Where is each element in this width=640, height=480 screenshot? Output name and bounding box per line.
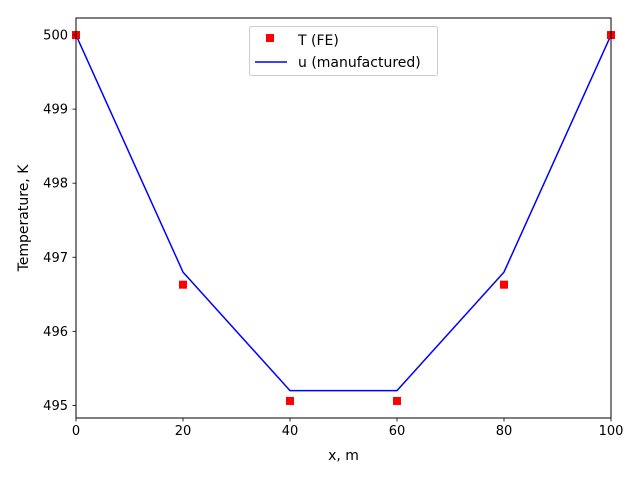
legend-label-u-manufactured: u (manufactured) [298,55,421,71]
axes-frame [75,17,612,419]
axes-border [75,17,612,419]
x-tick-label-0: 0 [72,424,80,439]
y-tick-label-0: 495 [43,399,68,414]
x-tick-label-3: 60 [389,424,406,439]
y-axis-label: Temperature, K [16,164,32,273]
x-tick-label-2: 40 [282,424,299,439]
y-tick-label-4: 499 [43,103,68,118]
y-axis: 495 496 497 498 499 500 [43,29,76,414]
y-tick-label-5: 500 [43,29,68,44]
data-point-t-fe-2 [286,396,294,405]
data-point-t-fe-1 [179,280,187,289]
legend-box [249,26,438,76]
data-point-t-fe-3 [393,396,401,405]
y-tick-label-2: 497 [43,251,68,266]
data-point-t-fe-4 [500,280,508,289]
legend-marker-t-fe [266,34,274,42]
series-line-u-manufactured [75,34,612,392]
y-tick-label-1: 496 [43,325,68,340]
x-tick-label-1: 20 [175,424,192,439]
x-axis: 0 20 40 60 80 100 [72,418,624,439]
legend: T (FE) u (manufactured) [249,26,438,76]
y-tick-label-3: 498 [43,177,68,192]
x-tick-label-4: 80 [496,424,513,439]
x-axis-label: x, m [328,448,359,464]
x-tick-label-5: 100 [599,424,624,439]
legend-label-t-fe: T (FE) [297,33,339,49]
